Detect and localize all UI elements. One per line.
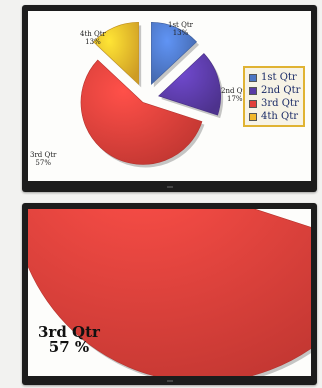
- pie-chart: [80, 22, 224, 168]
- slice-label-value: 57%: [35, 159, 51, 167]
- slice-label: 3rd Qtr 57%: [30, 151, 56, 167]
- legend-swatch: [249, 73, 257, 82]
- pie-slice-3rd-qtr: [80, 59, 203, 165]
- legend-item: 3rd Qtr: [249, 97, 300, 110]
- legend-swatch: [249, 86, 257, 95]
- power-led: [166, 380, 173, 382]
- legend-item: 4th Qtr: [249, 110, 300, 123]
- slice-label-name: 3rd Qtr: [30, 151, 57, 159]
- screen-bottom: 3rd Qtr 57 %: [28, 209, 311, 376]
- legend-label: 3rd Qtr: [261, 98, 299, 109]
- legend-swatch: [249, 99, 257, 108]
- slice-label: 1st Qtr 13%: [168, 21, 193, 37]
- zoomed-slice-value: 57 %: [48, 338, 90, 356]
- slice-label-value: 17%: [227, 95, 243, 103]
- slice-label-name: 1st Qtr: [168, 21, 193, 29]
- pie-slice-1st-qtr: [151, 22, 197, 86]
- slice-label: 4th Qtr 13%: [80, 30, 106, 46]
- screen-top: 1st Qtr 13% 2nd Qtr 17% 3rd Qtr 57% 4th Qtr 13%…: [28, 11, 311, 181]
- pie-chart-zoomed: [28, 209, 311, 376]
- legend-swatch: [249, 112, 257, 121]
- legend-item: 2nd Qtr: [249, 84, 300, 97]
- monitor-top: 1st Qtr 13% 2nd Qtr 17% 3rd Qtr 57% 4th Qtr 13%…: [22, 5, 317, 192]
- zoomed-slice-label: 3rd Qtr 57 %: [38, 325, 100, 355]
- slice-label-value: 13%: [85, 38, 101, 46]
- power-led: [166, 186, 173, 188]
- legend-label: 4th Qtr: [261, 111, 298, 122]
- slice-label-name: 4th Qtr: [80, 30, 106, 38]
- slice-label-value: 13%: [172, 29, 189, 37]
- zoomed-slice-name: 3rd Qtr: [38, 323, 100, 341]
- pie-slice-2nd-qtr: [158, 53, 221, 116]
- slice-label: 2nd Qtr 17%: [221, 87, 249, 103]
- legend-item: 1st Qtr: [249, 71, 300, 84]
- legend-label: 1st Qtr: [261, 72, 297, 83]
- slice-label-name: 2nd Qtr: [221, 87, 249, 95]
- pie-slice-4th-qtr: [93, 22, 139, 86]
- monitor-bottom: 3rd Qtr 57 %: [22, 203, 317, 385]
- chart-legend: 1st Qtr 2nd Qtr 3rd Qtr 4th Qtr: [243, 66, 305, 127]
- pie-slice-3rd-qtr: [28, 209, 311, 376]
- legend-label: 2nd Qtr: [261, 85, 301, 96]
